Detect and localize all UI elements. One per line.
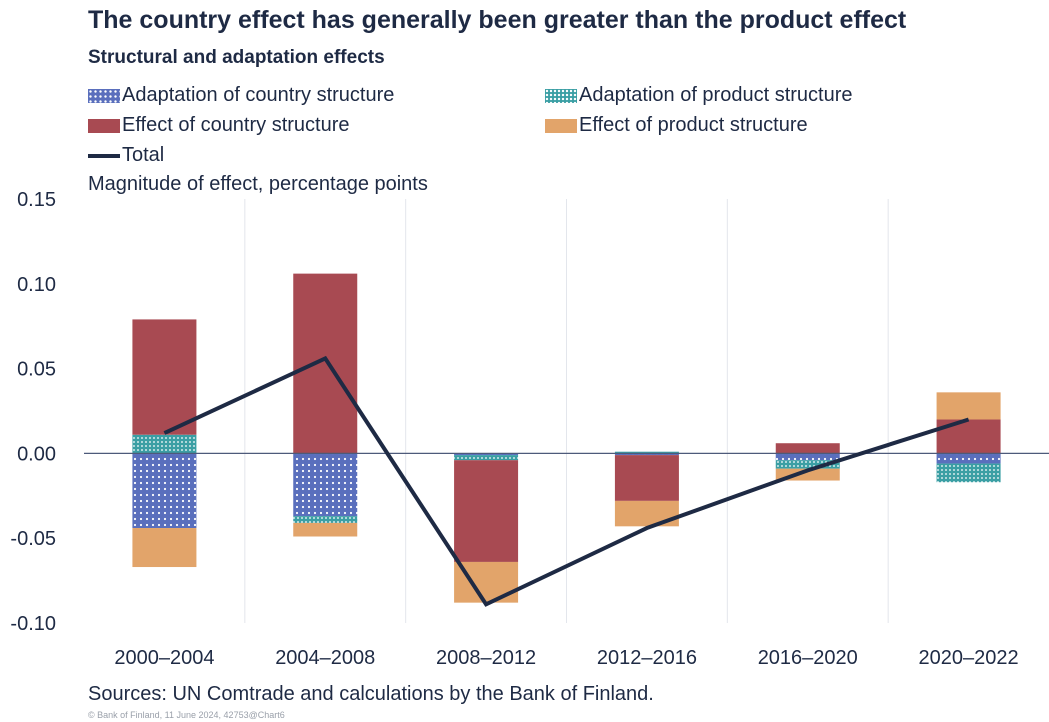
y-tick-label: 0.10	[17, 274, 56, 296]
bar-effect-product	[775, 468, 840, 481]
legend-label-effect-product: Effect of product structure	[579, 114, 808, 136]
x-tick-label: 2016–2020	[758, 647, 858, 669]
y-tick-label: 0.00	[17, 443, 56, 465]
bar-effect-product	[614, 500, 679, 527]
legend-label-effect-country: Effect of country structure	[122, 114, 350, 136]
x-tick-label: 2012–2016	[597, 647, 697, 669]
x-tick-label: 2000–2004	[114, 647, 214, 669]
bar-adaptation-product	[775, 460, 840, 469]
bar-adaptation-product	[936, 463, 1001, 483]
legend-item-adaptation-product: Adaptation of product structure	[545, 84, 853, 107]
chart-subtitle: Structural and adaptation effects	[88, 47, 385, 68]
x-tick-label: 2020–2022	[919, 647, 1019, 669]
y-tick-label: 0.15	[17, 189, 56, 211]
bar-effect-product	[293, 522, 358, 537]
chart-title: The country effect has generally been gr…	[88, 6, 907, 34]
legend-item-total: Total	[88, 144, 164, 167]
y-tick-label: 0.05	[17, 359, 56, 381]
legend-label-adaptation-product: Adaptation of product structure	[579, 84, 853, 106]
bar-effect-product	[132, 528, 197, 568]
legend-swatch-total	[88, 153, 120, 158]
total-line	[163, 355, 970, 607]
bar-adaptation-country	[936, 453, 1001, 464]
copyright-note: © Bank of Finland, 11 June 2024, 42753@C…	[88, 710, 285, 720]
y-tick-label: -0.10	[10, 613, 56, 635]
legend-swatch-effect-product	[545, 118, 577, 133]
source-note: Sources: UN Comtrade and calculations by…	[88, 683, 654, 705]
x-tick-label: 2008–2012	[436, 647, 536, 669]
legend-swatch-adaptation-country	[88, 88, 120, 103]
bar-adaptation-product	[132, 434, 197, 454]
legend-swatch-effect-country	[88, 118, 120, 133]
bar-effect-country	[132, 319, 197, 435]
legend-item-adaptation-country: Adaptation of country structure	[88, 84, 394, 107]
bar-adaptation-country	[293, 453, 358, 517]
bar-adaptation-country	[454, 453, 519, 456]
bar-adaptation-country	[614, 453, 679, 456]
bar-effect-product	[936, 392, 1001, 420]
legend-item-effect-country: Effect of country structure	[88, 114, 350, 137]
y-tick-label: -0.05	[10, 528, 56, 550]
bar-adaptation-product	[293, 516, 358, 523]
bar-effect-country	[293, 273, 358, 454]
legend-swatch-adaptation-product	[545, 88, 577, 103]
y-axis-label: Magnitude of effect, percentage points	[88, 173, 428, 195]
bar-effect-country	[775, 443, 840, 454]
bar-adaptation-country	[132, 453, 197, 529]
bar-adaptation-product	[454, 455, 519, 461]
legend-label-adaptation-country: Adaptation of country structure	[122, 84, 395, 106]
bar-adaptation-product	[614, 451, 679, 454]
x-tick-label: 2004–2008	[275, 647, 375, 669]
bar-effect-country	[454, 460, 519, 562]
legend-label-total: Total	[122, 144, 165, 166]
legend-item-effect-product: Effect of product structure	[545, 114, 808, 137]
bar-adaptation-country	[775, 453, 840, 461]
bar-effect-country	[614, 455, 679, 501]
